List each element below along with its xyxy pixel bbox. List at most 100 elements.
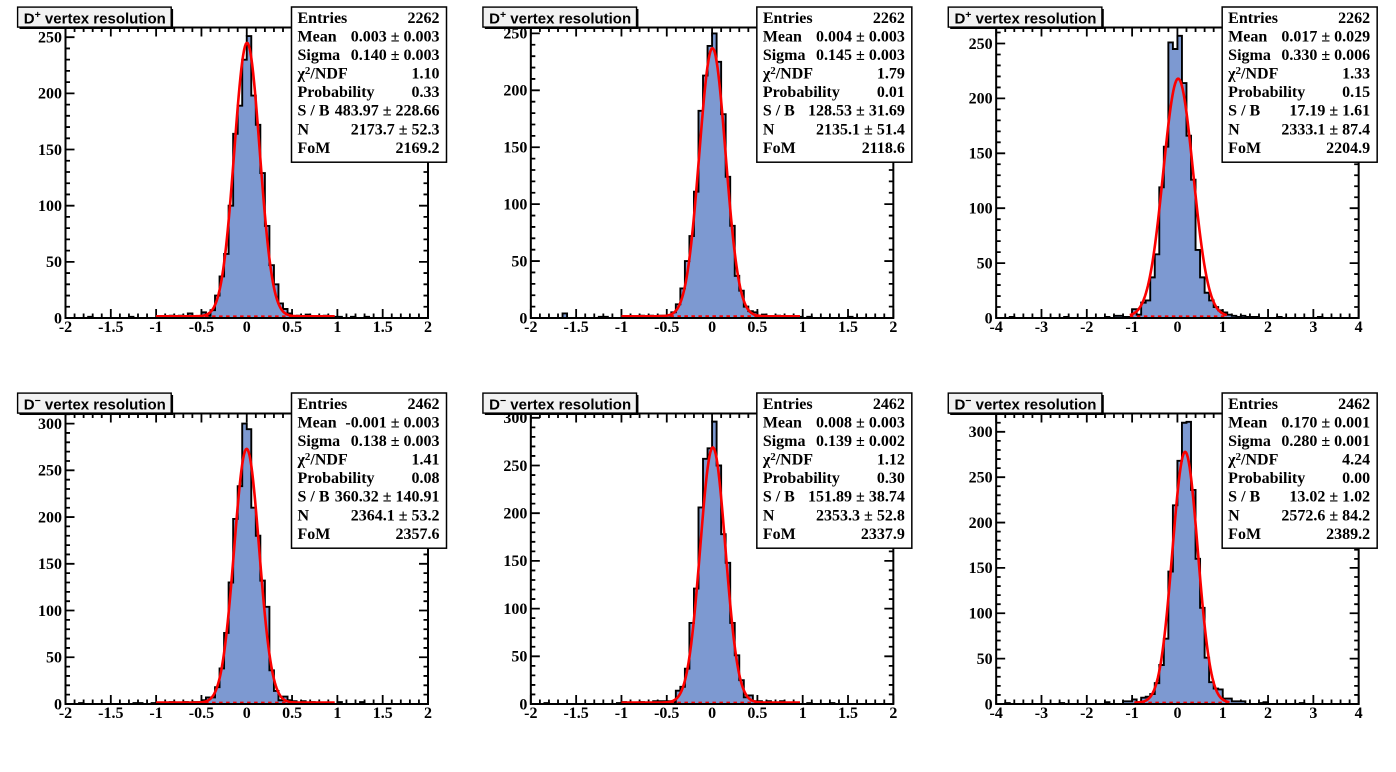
svg-text:Sigma: Sigma	[763, 47, 806, 64]
svg-text:χ2/NDF: χ2/NDF	[762, 451, 813, 469]
svg-text:FoM: FoM	[1228, 526, 1261, 543]
svg-text:Probability: Probability	[298, 84, 375, 101]
svg-text:0: 0	[985, 696, 993, 713]
svg-text:0: 0	[708, 705, 716, 722]
svg-text:4: 4	[1355, 319, 1363, 336]
svg-text:0: 0	[54, 696, 62, 713]
svg-text:2118.6: 2118.6	[862, 140, 905, 157]
svg-text:-0.5: -0.5	[189, 319, 214, 336]
svg-text:2135.1 ± 51.4: 2135.1 ± 51.4	[816, 121, 905, 138]
svg-text:0: 0	[708, 319, 716, 336]
svg-text:χ2/NDF: χ2/NDF	[1227, 451, 1278, 469]
svg-text:N: N	[763, 121, 775, 138]
svg-text:0: 0	[243, 319, 251, 336]
svg-text:2364.1 ± 53.2: 2364.1 ± 53.2	[351, 507, 440, 524]
svg-text:Probability: Probability	[763, 470, 840, 487]
svg-text:0: 0	[519, 696, 527, 713]
svg-text:χ2/NDF: χ2/NDF	[762, 65, 813, 83]
svg-text:0.017 ± 0.029: 0.017 ± 0.029	[1281, 29, 1370, 46]
svg-text:150: 150	[38, 556, 62, 573]
svg-text:D+ vertex resolution: D+ vertex resolution	[954, 9, 1096, 28]
svg-text:2: 2	[424, 319, 432, 336]
svg-text:3: 3	[1309, 319, 1317, 336]
svg-text:Entries: Entries	[763, 396, 813, 413]
svg-text:1.41: 1.41	[412, 452, 440, 469]
svg-text:-1.5: -1.5	[563, 319, 588, 336]
svg-text:Probability: Probability	[1228, 470, 1305, 487]
svg-text:200: 200	[969, 515, 993, 532]
svg-text:100: 100	[503, 601, 527, 618]
svg-text:1.10: 1.10	[412, 66, 440, 83]
svg-text:0.008 ± 0.003: 0.008 ± 0.003	[816, 415, 905, 432]
svg-text:1: 1	[333, 319, 341, 336]
svg-text:Sigma: Sigma	[298, 47, 341, 64]
svg-text:0: 0	[1173, 705, 1181, 722]
svg-text:-4: -4	[990, 319, 1003, 336]
svg-text:0.00: 0.00	[1342, 470, 1370, 487]
svg-text:0.004 ± 0.003: 0.004 ± 0.003	[816, 29, 905, 46]
svg-text:-2: -2	[59, 319, 72, 336]
svg-text:-1: -1	[615, 319, 628, 336]
svg-text:200: 200	[503, 506, 527, 523]
svg-text:2333.1 ± 87.4: 2333.1 ± 87.4	[1281, 121, 1370, 138]
svg-text:250: 250	[969, 36, 993, 53]
svg-text:0: 0	[1173, 319, 1181, 336]
svg-text:2357.6: 2357.6	[396, 526, 440, 543]
svg-text:χ2/NDF: χ2/NDF	[1227, 65, 1278, 83]
svg-text:χ2/NDF: χ2/NDF	[297, 65, 348, 83]
svg-text:1: 1	[1219, 705, 1227, 722]
svg-text:2: 2	[889, 705, 897, 722]
svg-text:2: 2	[1264, 705, 1272, 722]
svg-text:D+ vertex resolution: D+ vertex resolution	[24, 9, 166, 28]
svg-text:N: N	[1228, 507, 1240, 524]
svg-text:128.53 ± 31.69: 128.53 ± 31.69	[808, 103, 905, 120]
svg-text:Probability: Probability	[298, 470, 375, 487]
svg-text:1.5: 1.5	[838, 705, 858, 722]
svg-text:Probability: Probability	[763, 84, 840, 101]
svg-text:-0.5: -0.5	[654, 705, 679, 722]
svg-text:Entries: Entries	[763, 10, 813, 27]
svg-text:N: N	[298, 121, 310, 138]
svg-text:-1: -1	[149, 319, 162, 336]
svg-text:2204.9: 2204.9	[1326, 140, 1370, 157]
svg-text:-1: -1	[615, 705, 628, 722]
svg-text:1.5: 1.5	[838, 319, 858, 336]
svg-text:S / B: S / B	[298, 489, 330, 506]
svg-text:2262: 2262	[873, 10, 905, 27]
svg-text:0.01: 0.01	[877, 84, 905, 101]
svg-text:0.170 ± 0.001: 0.170 ± 0.001	[1281, 415, 1370, 432]
svg-text:Mean: Mean	[763, 415, 802, 432]
svg-text:0: 0	[243, 705, 251, 722]
svg-text:2462: 2462	[408, 396, 440, 413]
svg-text:S / B: S / B	[763, 489, 795, 506]
svg-text:-2: -2	[1080, 319, 1093, 336]
svg-text:D− vertex resolution: D− vertex resolution	[24, 395, 166, 414]
svg-text:-0.5: -0.5	[189, 705, 214, 722]
svg-text:250: 250	[969, 469, 993, 486]
svg-text:200: 200	[969, 91, 993, 108]
svg-text:2462: 2462	[1338, 396, 1370, 413]
svg-text:2: 2	[889, 319, 897, 336]
svg-text:2262: 2262	[1338, 10, 1370, 27]
svg-text:150: 150	[503, 140, 527, 157]
svg-text:1: 1	[333, 705, 341, 722]
svg-text:N: N	[763, 507, 775, 524]
svg-text:FoM: FoM	[763, 140, 796, 157]
svg-text:2169.2: 2169.2	[396, 140, 440, 157]
svg-text:200: 200	[503, 83, 527, 100]
svg-text:17.19 ± 1.61: 17.19 ± 1.61	[1289, 103, 1370, 120]
svg-text:13.02 ± 1.02: 13.02 ± 1.02	[1289, 489, 1370, 506]
svg-text:250: 250	[38, 30, 62, 47]
svg-text:2353.3 ± 52.8: 2353.3 ± 52.8	[816, 507, 905, 524]
svg-text:3: 3	[1309, 705, 1317, 722]
svg-text:1: 1	[799, 319, 807, 336]
svg-text:Entries: Entries	[298, 396, 348, 413]
svg-text:1: 1	[1219, 319, 1227, 336]
svg-text:100: 100	[969, 201, 993, 218]
svg-text:4: 4	[1355, 705, 1363, 722]
svg-text:0: 0	[54, 310, 62, 327]
svg-text:2: 2	[424, 705, 432, 722]
svg-text:Entries: Entries	[1228, 10, 1278, 27]
svg-text:-3: -3	[1035, 319, 1048, 336]
svg-text:0.280 ± 0.001: 0.280 ± 0.001	[1281, 433, 1370, 450]
